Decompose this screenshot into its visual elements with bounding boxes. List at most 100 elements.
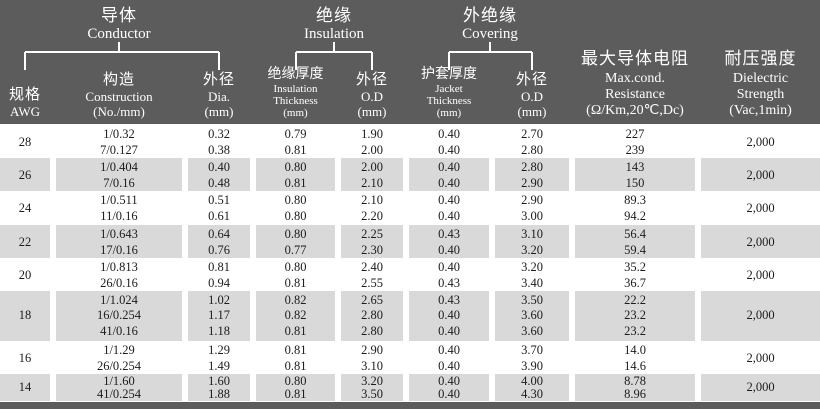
column-header-line: AWG bbox=[9, 104, 40, 119]
table-cell: 20 bbox=[0, 258, 50, 291]
column-header-line: Dielectric bbox=[732, 71, 789, 86]
cell-value: 2.90 bbox=[361, 342, 383, 357]
cell-value: 41/0.16 bbox=[100, 323, 138, 338]
table-cell: 0.79 0.81 bbox=[256, 125, 335, 158]
table-row-awg-20: 20 1/0.813 26/0.16 0.81 0.94 0.80 0.81 2.40 2.55… bbox=[0, 258, 820, 291]
group-insulation: 绝缘 Insulation bbox=[304, 6, 364, 42]
cell-value: 0.80 bbox=[284, 226, 307, 241]
table-cell: 0.64 0.76 bbox=[188, 225, 250, 258]
cell-value: 0.79 bbox=[284, 126, 307, 141]
table-row-awg-28: 28 1/0.32 7/0.127 0.32 0.38 0.79 0.81 1.90 2.00 0… bbox=[0, 125, 820, 158]
cell-value: 22 bbox=[18, 234, 32, 249]
cell-value: 1.90 bbox=[361, 126, 383, 141]
column-header-max-resistance: 最大导体电阻 Max.cond. Resistance (Ω/Km,20℃,Dc) bbox=[575, 49, 695, 119]
cell-value: 3.00 bbox=[521, 209, 543, 223]
column-header-cjk: 护套厚度 bbox=[421, 65, 477, 81]
cell-value: 3.20 bbox=[521, 242, 543, 257]
table-body: 28 1/0.32 7/0.127 0.32 0.38 0.79 0.81 1.90 2.00 0… bbox=[0, 125, 820, 401]
cell-value: 2.80 bbox=[521, 159, 543, 174]
column-header-conductor-dia: 外径 Dia. (mm) bbox=[188, 70, 250, 119]
table-row-awg-24: 24 1/0.511 11/0.16 0.51 0.61 0.80 0.80 2.10 2.20… bbox=[0, 191, 820, 225]
table-cell: 0.80 0.81 bbox=[256, 258, 335, 291]
cell-value: 3.50 bbox=[361, 386, 383, 401]
table-cell: 3.20 3.50 bbox=[341, 374, 403, 401]
cell-value: 1.18 bbox=[208, 323, 230, 338]
group-conductor-cjk: 导体 bbox=[100, 6, 137, 25]
table-cell: 0.40 0.40 bbox=[409, 191, 489, 225]
cell-value: 0.81 bbox=[284, 175, 307, 190]
table-cell: 14.0 14.6 bbox=[575, 341, 695, 374]
table-cell: 1.29 1.49 bbox=[188, 341, 250, 374]
cell-value: 23.2 bbox=[624, 323, 646, 338]
table-cell: 1/1.29 26/0.254 bbox=[56, 341, 182, 374]
column-header-awg: 规格 AWG bbox=[0, 85, 50, 119]
table-cell: 2.90 3.00 bbox=[495, 191, 569, 225]
column-header-line: Max.cond. bbox=[605, 71, 665, 86]
column-header-construction: 构造 Construction (No./mm) bbox=[56, 70, 182, 119]
cell-value: 2.30 bbox=[361, 242, 383, 257]
cell-value: 2,000 bbox=[746, 201, 775, 215]
column-header-line: Strength bbox=[736, 87, 785, 102]
cell-value: 1.49 bbox=[208, 358, 230, 373]
table-cell: 0.40 0.40 bbox=[409, 158, 489, 191]
table-cell: 2.40 2.55 bbox=[341, 258, 403, 291]
table-cell: 0.40 0.40 bbox=[409, 374, 489, 401]
cell-value: 0.80 bbox=[284, 209, 307, 223]
cell-value: 2.80 bbox=[361, 308, 383, 323]
cell-value: 1.29 bbox=[208, 342, 230, 357]
table-cell: 0.40 0.40 bbox=[409, 125, 489, 158]
cell-value: 3.10 bbox=[521, 226, 543, 241]
column-header-cjk: 最大导体电阻 bbox=[581, 49, 689, 68]
cell-value: 56.4 bbox=[624, 226, 646, 241]
cell-value: 239 bbox=[625, 142, 645, 157]
column-header-line: (mm) bbox=[283, 107, 308, 119]
table-cell: 56.4 59.4 bbox=[575, 225, 695, 258]
table-cell: 1/0.404 7/0.16 bbox=[56, 158, 182, 191]
table-cell: 1/0.813 26/0.16 bbox=[56, 258, 182, 291]
column-header-cjk: 耐压强度 bbox=[724, 49, 797, 68]
table-cell: 0.43 0.40 0.40 bbox=[409, 291, 489, 341]
cell-value: 0.40 bbox=[438, 386, 460, 401]
cell-value: 8.96 bbox=[624, 386, 646, 401]
cell-value: 16 bbox=[18, 350, 32, 365]
cell-value: 0.80 bbox=[284, 159, 307, 174]
table-cell: 14 bbox=[0, 374, 50, 401]
cell-value: 0.40 bbox=[438, 358, 460, 373]
cell-value: 0.80 bbox=[284, 193, 307, 207]
cell-value: 0.40 bbox=[438, 242, 460, 257]
table-cell: 1/0.511 11/0.16 bbox=[56, 191, 182, 225]
cell-value: 3.70 bbox=[521, 342, 543, 357]
table-cell: 227 239 bbox=[575, 125, 695, 158]
cell-value: 0.32 bbox=[208, 126, 230, 141]
cell-value: 1/0.643 bbox=[100, 226, 138, 241]
table-cell: 28 bbox=[0, 125, 50, 158]
cell-value: 20 bbox=[18, 267, 32, 282]
table-cell: 1.60 1.88 bbox=[188, 374, 250, 401]
cell-value: 2,000 bbox=[746, 267, 775, 282]
cell-value: 7/0.16 bbox=[103, 175, 135, 190]
table-cell: 2,000 bbox=[701, 341, 820, 374]
cell-value: 2.20 bbox=[361, 209, 383, 223]
column-header-line: (mm) bbox=[517, 104, 547, 119]
cell-value: 0.81 bbox=[284, 142, 307, 157]
cell-value: 0.51 bbox=[208, 193, 230, 207]
cell-value: 0.40 bbox=[438, 323, 460, 338]
cell-value: 2.00 bbox=[361, 142, 383, 157]
table-row-awg-14: 14 1/1.60 41/0.254 1.60 1.88 0.80 0.81 3.20 3.50… bbox=[0, 374, 820, 401]
cell-value: 8.78 bbox=[624, 374, 646, 388]
cell-value: 1.88 bbox=[208, 386, 230, 401]
cell-value: 41/0.254 bbox=[96, 386, 142, 401]
group-conductor: 导体 Conductor bbox=[87, 6, 150, 42]
cell-value: 150 bbox=[625, 175, 645, 190]
cell-value: 0.82 bbox=[284, 308, 307, 323]
cell-value: 0.64 bbox=[208, 226, 230, 241]
table-cell: 0.80 0.77 bbox=[256, 225, 335, 258]
cell-value: 14.0 bbox=[624, 342, 646, 357]
column-header-line: (No./mm) bbox=[93, 104, 145, 119]
column-header-line: Jacket bbox=[435, 83, 463, 95]
cell-value: 2.55 bbox=[361, 275, 383, 290]
table-cell: 0.43 0.40 bbox=[409, 225, 489, 258]
table-cell: 0.81 0.94 bbox=[188, 258, 250, 291]
cell-value: 0.40 bbox=[438, 259, 460, 274]
